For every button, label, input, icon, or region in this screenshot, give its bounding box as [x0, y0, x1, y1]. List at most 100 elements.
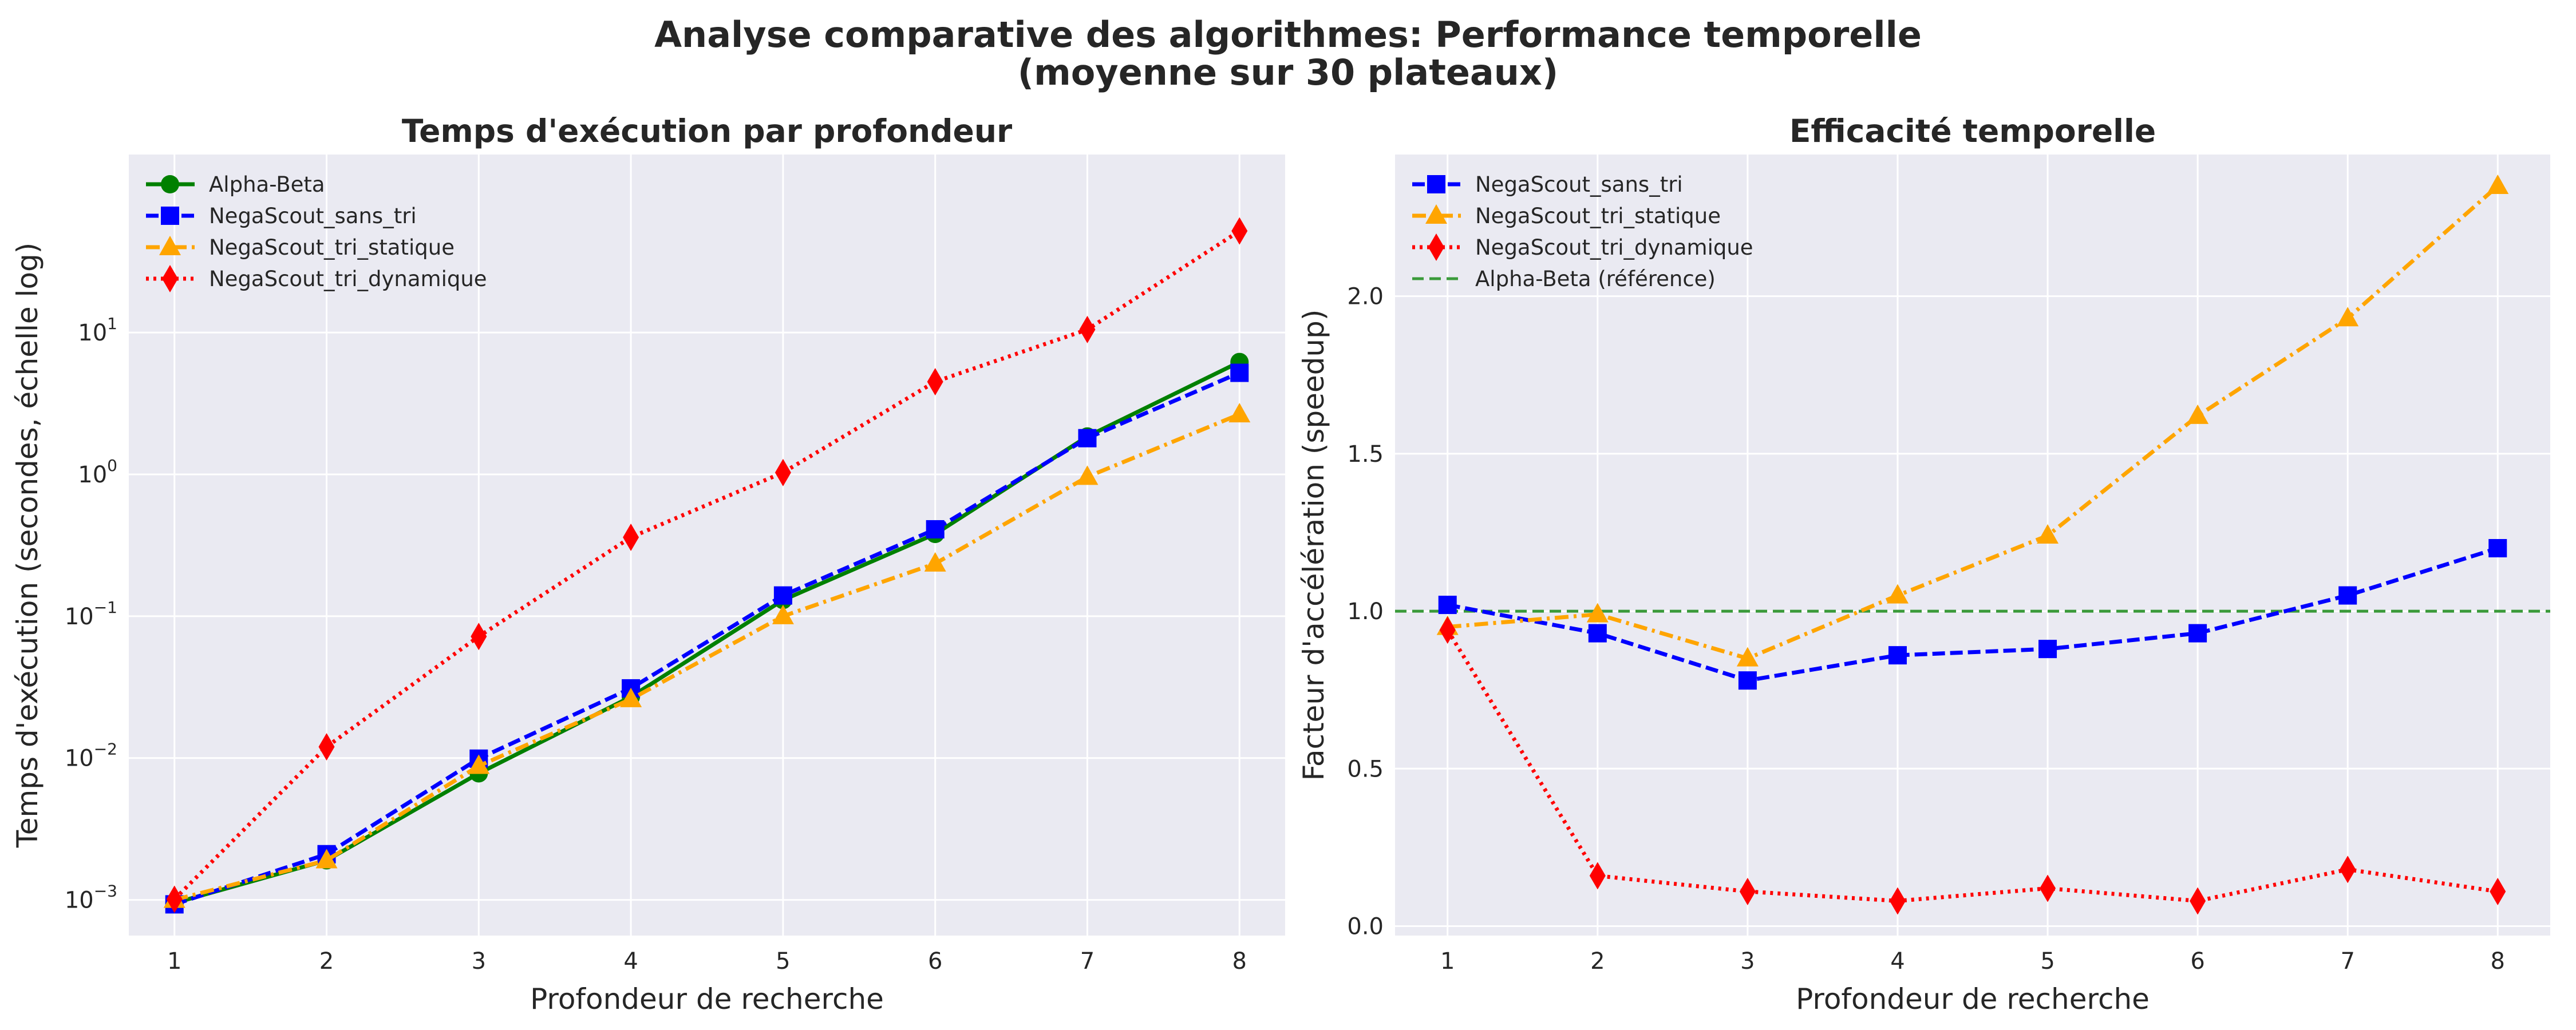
data-point	[924, 552, 946, 572]
legend-label: NegaScout_tri_statique	[209, 235, 455, 260]
data-point	[315, 849, 338, 869]
y-tick-label: 100	[78, 456, 117, 488]
data-point	[2188, 624, 2207, 643]
x-tick-label: 5	[776, 948, 790, 974]
data-point	[775, 458, 791, 486]
x-tick-label: 4	[623, 948, 638, 974]
y-tick-base: 10	[78, 462, 107, 488]
data-point	[623, 523, 639, 551]
data-point	[620, 687, 642, 707]
data-point	[1438, 596, 1457, 615]
series-line	[173, 371, 1240, 906]
data-point	[927, 368, 943, 396]
data-point	[1228, 403, 1251, 423]
x-tick-label: 7	[2340, 948, 2354, 974]
data-point	[1738, 671, 1757, 690]
x-tick-label: 5	[2040, 948, 2055, 974]
legend-label: NegaScout_sans_tri	[209, 204, 417, 228]
legend-marker	[1425, 204, 1447, 224]
y-tick-label: 1.0	[1347, 599, 1384, 625]
legend-label: NegaScout_tri_statique	[1475, 204, 1721, 228]
series-line	[1447, 546, 2499, 683]
data-point	[1736, 647, 1759, 667]
data-point	[1739, 877, 1756, 905]
y-tick-exponent: −1	[94, 598, 117, 617]
x-tick-label: 6	[928, 948, 942, 974]
y-tick-label: 10−2	[65, 740, 117, 772]
x-tick-label: 1	[1440, 948, 1455, 974]
series-negascout-tri-dynamique	[1439, 616, 2506, 915]
y-tick-exponent: −2	[94, 740, 117, 759]
data-point	[1079, 315, 1096, 343]
data-point	[2040, 874, 2056, 902]
legend: Alpha-Beta NegaScout_sans_tri NegaScout_tr…	[146, 172, 487, 292]
data-point	[1231, 217, 1248, 245]
series-line	[173, 229, 1241, 901]
legend-marker	[162, 265, 178, 292]
data-point	[2487, 175, 2509, 195]
data-point	[2037, 524, 2059, 544]
data-point	[166, 885, 183, 913]
figure-title-line2: (moyenne sur 30 plateaux)	[1018, 52, 1558, 93]
data-point	[1439, 616, 1456, 644]
x-tick-label: 8	[2491, 948, 2505, 974]
x-tick-label: 1	[167, 948, 181, 974]
x-axis-label: Profondeur de recherche	[1796, 983, 2150, 1016]
legend-label: Alpha-Beta	[209, 172, 325, 197]
x-tick-label: 2	[319, 948, 334, 974]
x-tick-label: 7	[1080, 948, 1095, 974]
x-tick-label: 6	[2190, 948, 2204, 974]
data-point	[2338, 586, 2357, 605]
y-tick-base: 10	[78, 320, 107, 346]
chart-speedup: 1 2 3 4 5 6 7 8 0.0 0.5 1.0 1.5 2.0 Efficacité tempor…	[1297, 113, 2550, 1016]
legend-label: NegaScout_tri_dynamique	[1475, 235, 1753, 260]
y-tick-label: 10−3	[65, 882, 117, 914]
legend-label: NegaScout_tri_dynamique	[209, 267, 487, 291]
data-point	[2187, 404, 2209, 424]
y-tick-exponent: 0	[107, 456, 117, 475]
data-point	[2340, 855, 2356, 884]
chart-title: Temps d'exécution par profondeur	[402, 113, 1012, 149]
y-tick-label: 0.5	[1347, 756, 1384, 782]
y-tick-label: 0.0	[1347, 913, 1384, 940]
data-point	[1076, 465, 1099, 485]
data-point	[1889, 887, 1906, 915]
legend-marker	[1428, 233, 1444, 261]
data-point	[1586, 603, 1609, 623]
y-tick-label: 2.0	[1347, 284, 1384, 310]
legend-marker	[159, 236, 181, 255]
data-point	[926, 520, 945, 538]
data-point	[772, 604, 794, 624]
data-point	[1888, 646, 1907, 665]
legend-label: Alpha-Beta (référence)	[1475, 267, 1716, 291]
y-axis-label: Facteur d'accélération (speedup)	[1297, 310, 1330, 781]
y-tick-base: 10	[65, 604, 94, 630]
data-point	[1588, 624, 1607, 643]
chart-title: Efficacité temporelle	[1789, 113, 2156, 149]
y-tick-label: 1.5	[1347, 441, 1384, 468]
x-tick-label: 2	[1590, 948, 1605, 974]
y-tick-exponent: −3	[94, 882, 117, 901]
x-tick-label: 3	[472, 948, 486, 974]
data-point	[2490, 877, 2506, 905]
data-point	[1078, 429, 1097, 447]
series-negascout-tri-dynamique	[166, 217, 1248, 913]
legend-marker	[161, 175, 179, 193]
x-axis-label: Profondeur de recherche	[530, 983, 884, 1016]
y-tick-base: 10	[65, 888, 94, 914]
legend: NegaScout_sans_tri NegaScout_tri_statique…	[1412, 172, 1753, 291]
data-point	[1230, 363, 1249, 382]
y-tick-exponent: 1	[107, 314, 117, 333]
y-tick-label: 10−1	[65, 598, 117, 630]
x-tick-label: 3	[1740, 948, 1755, 974]
data-point	[468, 754, 490, 774]
data-point	[2488, 539, 2507, 558]
series-line	[1447, 184, 2499, 661]
data-point	[471, 623, 487, 651]
data-point	[1589, 862, 1606, 890]
data-point	[318, 733, 335, 761]
legend-marker	[1427, 175, 1445, 193]
y-tick-base: 10	[65, 746, 94, 772]
